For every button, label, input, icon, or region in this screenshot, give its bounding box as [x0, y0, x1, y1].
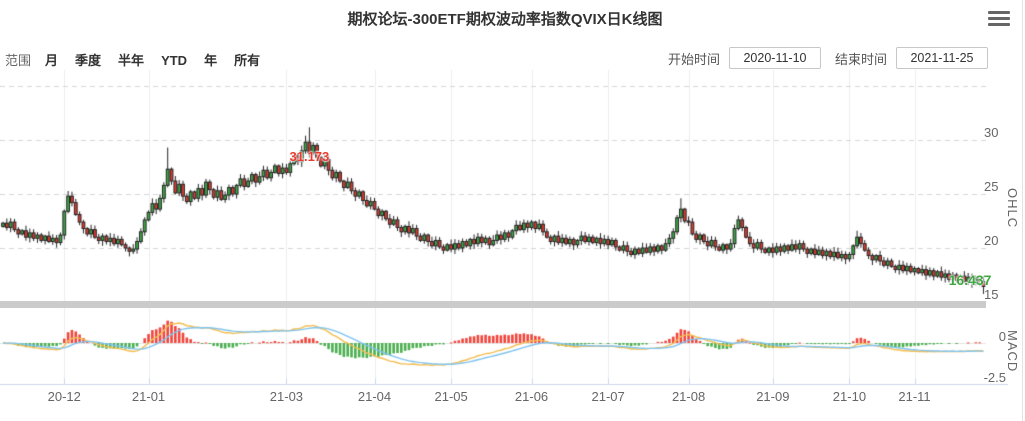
- x-axis-label: 21-01: [131, 389, 166, 404]
- x-axis-label: 21-03: [269, 389, 304, 404]
- max-value-annotation: 31.173: [289, 149, 330, 165]
- macd-axis-label: -2.5: [983, 370, 1006, 385]
- range-selector-label: 范围: [5, 53, 32, 68]
- hamburger-bar: [988, 11, 1010, 15]
- y-axis-label: 25: [984, 179, 999, 194]
- range-button[interactable]: 季度: [75, 53, 102, 68]
- x-axis-label: 21-11: [898, 389, 931, 404]
- y-axis-label: 30: [984, 125, 999, 140]
- range-button[interactable]: 半年: [118, 53, 145, 68]
- chart-title: 期权论坛-300ETF期权波动率指数QVIX日K线图: [347, 11, 663, 28]
- card-border: [1022, 0, 1023, 421]
- start-date-label: 开始时间: [667, 51, 720, 67]
- range-button[interactable]: 年: [204, 53, 218, 68]
- range-buttons-group: 月 季度 半年 YTD 年 所有: [45, 50, 277, 69]
- x-axis-label: 21-05: [434, 389, 468, 404]
- ohlc-axis-title: OHLC: [1005, 188, 1020, 229]
- x-axis-label: 21-04: [357, 389, 392, 404]
- x-axis-label: 21-09: [756, 389, 790, 404]
- y-axis-label: 15: [984, 287, 999, 302]
- date-range-controls: 开始时间 结束时间: [668, 47, 988, 69]
- x-axis-label: 20-12: [47, 389, 81, 404]
- hamburger-bar: [988, 16, 1010, 21]
- range-button[interactable]: YTD: [161, 53, 188, 68]
- chart-scrollbar[interactable]: [0, 301, 986, 308]
- macd-axis-label: 0: [998, 329, 1006, 344]
- x-axis-label: 21-06: [514, 389, 549, 404]
- hamburger-menu-icon[interactable]: [988, 11, 1010, 26]
- range-button[interactable]: 月: [45, 53, 59, 68]
- end-date-input[interactable]: [896, 47, 988, 69]
- start-date-input[interactable]: [728, 47, 821, 69]
- range-button[interactable]: 所有: [234, 53, 261, 68]
- x-axis-label: 21-07: [591, 389, 625, 404]
- hamburger-bar: [988, 22, 1010, 26]
- macd-axis-title: MACD: [1005, 330, 1020, 373]
- last-value-annotation: 16.437: [948, 272, 992, 289]
- end-date-label: 结束时间: [834, 51, 887, 67]
- y-axis-label: 20: [984, 233, 999, 248]
- range-selector: 范围 月 季度 半年 YTD 年 所有: [5, 50, 277, 69]
- x-axis-label: 21-08: [671, 389, 706, 404]
- x-axis-label: 21-10: [832, 389, 867, 404]
